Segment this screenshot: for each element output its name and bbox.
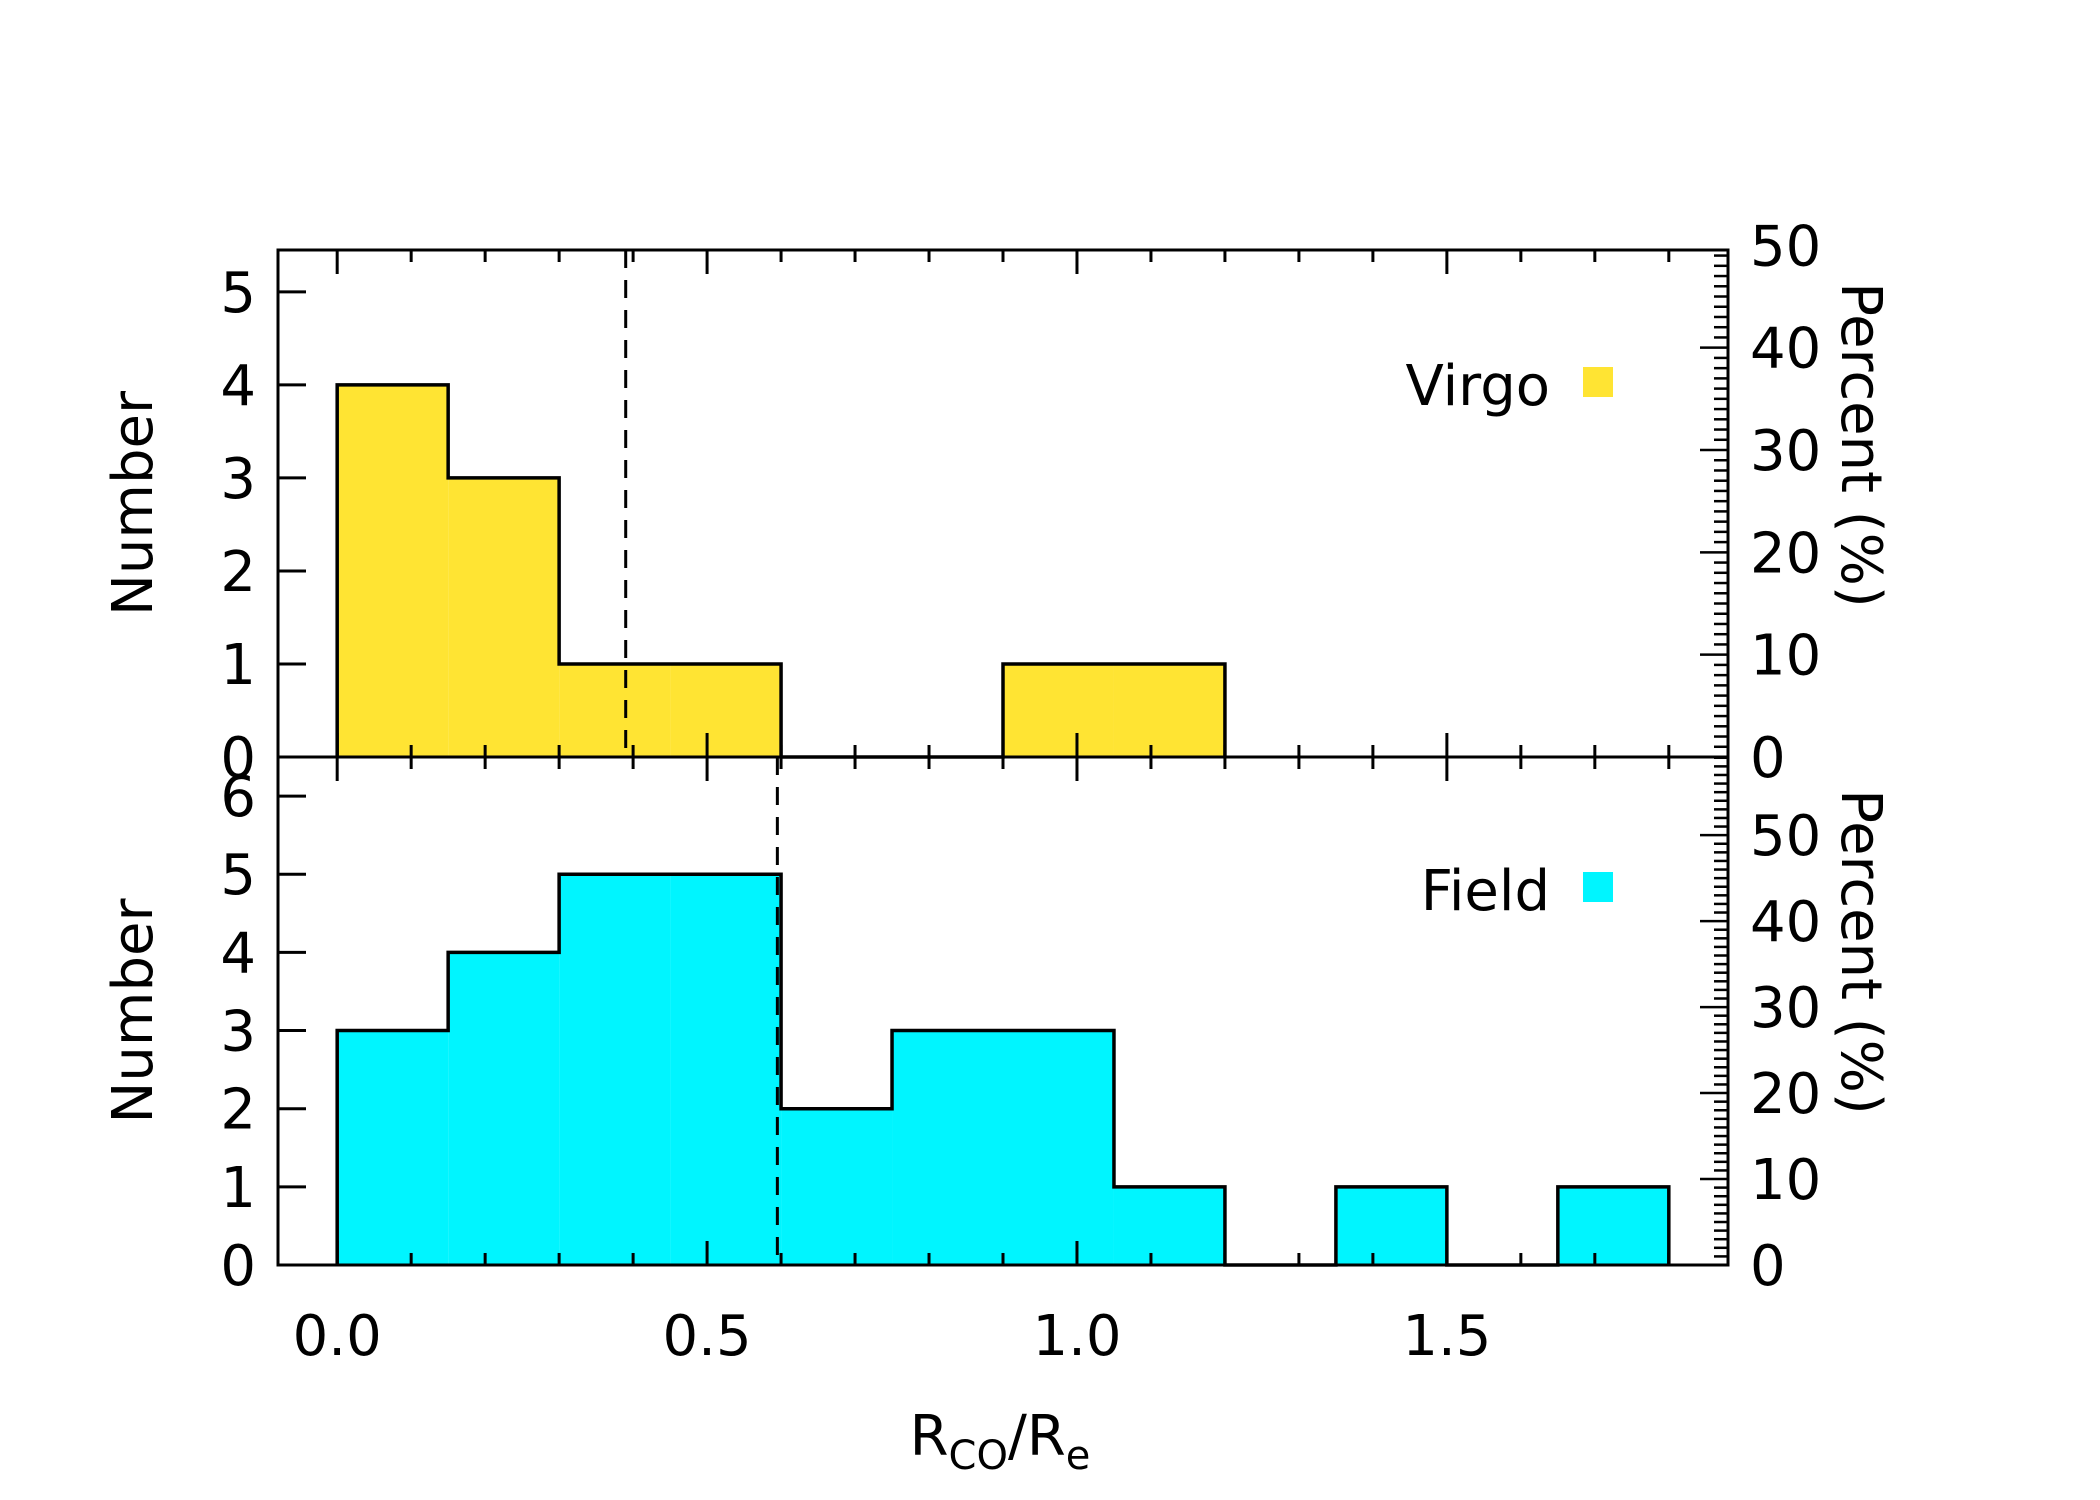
histogram-bar (559, 874, 671, 1265)
legend-virgo: Virgo (1406, 354, 1613, 419)
y-axis-title: Number (101, 898, 166, 1124)
y-tick-label: 1 (220, 633, 256, 698)
right-tick-label: 50 (1750, 804, 1821, 869)
histogram-bar (670, 874, 782, 1265)
histogram-bar (1003, 1030, 1114, 1265)
histogram-bar (892, 1030, 1003, 1265)
histogram-bar (1557, 1186, 1669, 1265)
histogram-bar (670, 663, 782, 757)
histogram-bar (1003, 663, 1114, 757)
legend-swatch (1583, 872, 1613, 902)
histogram-bar (337, 1030, 449, 1265)
right-tick-label: 0 (1750, 1234, 1786, 1299)
y-tick-label: 3 (220, 1000, 256, 1065)
right-tick-label: 50 (1750, 214, 1821, 279)
histogram-bar (559, 663, 671, 757)
right-tick-label: 10 (1750, 624, 1821, 689)
histogram-bar (337, 384, 449, 757)
histogram-bar (448, 952, 560, 1265)
x-tick-label: 0.5 (663, 1304, 752, 1369)
y-axis-title: Number (101, 390, 166, 616)
y-tick-label: 0 (220, 726, 256, 791)
x-tick-label: 0.0 (293, 1304, 382, 1369)
y-tick-label: 4 (220, 921, 256, 986)
y-tick-label: 1 (220, 1156, 256, 1221)
x-axis-title: RCO/Re (910, 1404, 1091, 1479)
histogram-bar (1335, 1186, 1447, 1265)
histogram-bar (781, 1108, 893, 1265)
y-tick-label: 5 (220, 843, 256, 908)
right-tick-label: 20 (1750, 521, 1821, 586)
x-tick-label: 1.0 (1032, 1304, 1121, 1369)
panel-field: 0 1 2 3 4 5 6 0 10 20 30 40 50 Number Percent (%) Field (101, 755, 1893, 1299)
histogram-bar (1113, 663, 1225, 757)
right-tick-label: 30 (1750, 976, 1821, 1041)
histogram-bar (1113, 1186, 1225, 1265)
legend-label: Virgo (1406, 354, 1550, 419)
legend-swatch (1583, 367, 1613, 397)
right-tick-label: 20 (1750, 1062, 1821, 1127)
right-tick-label: 40 (1750, 317, 1821, 382)
y-tick-label: 6 (220, 765, 256, 830)
y-right-axis-title: Percent (%) (1828, 789, 1893, 1114)
y-right-axis-title: Percent (%) (1828, 282, 1893, 607)
legend-field: Field (1421, 859, 1613, 924)
y-tick-label: 3 (220, 447, 256, 512)
right-tick-label: 40 (1750, 890, 1821, 955)
y-tick-label: 2 (220, 540, 256, 605)
y-tick-label: 5 (220, 261, 256, 326)
legend-label: Field (1421, 859, 1550, 924)
x-tick-label: 1.5 (1402, 1304, 1491, 1369)
right-tick-label: 10 (1750, 1148, 1821, 1213)
y-tick-label: 4 (220, 354, 256, 419)
histogram-outline (335, 383, 1227, 759)
right-tick-label: 30 (1750, 419, 1821, 484)
right-tick-label: 0 (1750, 726, 1786, 791)
y-tick-label: 2 (220, 1078, 256, 1143)
y-tick-label: 0 (220, 1234, 256, 1299)
histogram-bar (448, 477, 560, 757)
